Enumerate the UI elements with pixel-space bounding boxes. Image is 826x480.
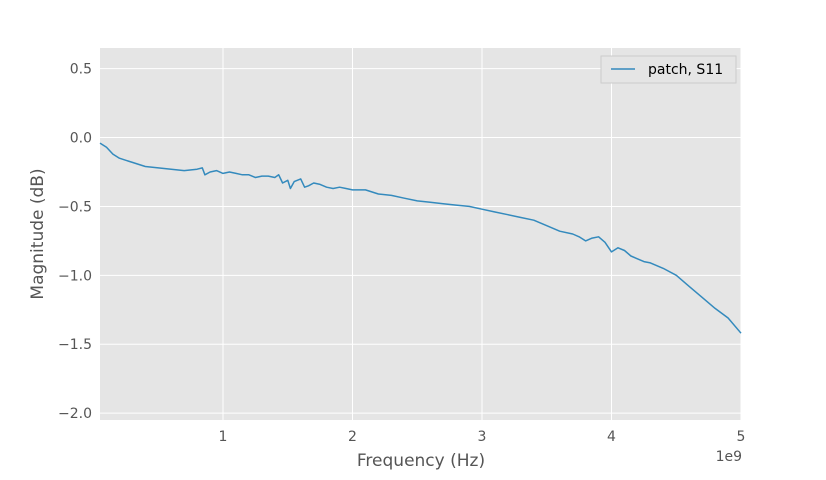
- series-layer: [99, 142, 742, 334]
- x-tick-label: 4: [607, 429, 616, 445]
- y-tick-label: 0.5: [70, 62, 92, 78]
- x-tick-label: 2: [348, 429, 357, 445]
- legend-label: patch, S11: [648, 62, 723, 78]
- y-tick-labels: 0.5 0.0 −0.5 −1.0 −1.5 −2.0: [58, 62, 92, 422]
- y-tick-label: −2.0: [58, 406, 92, 422]
- y-tick-label: −1.0: [58, 268, 92, 284]
- x-tick-label: 5: [737, 429, 746, 445]
- legend: patch, S11: [600, 55, 737, 84]
- y-tick-label: 0.0: [70, 131, 92, 147]
- x-axis-label: Frequency (Hz): [357, 451, 485, 471]
- y-axis-label: Magnitude (dB): [28, 168, 48, 299]
- x-axis-offset-label: 1e9: [716, 449, 742, 465]
- y-tick-label: −0.5: [58, 199, 92, 215]
- y-tick-label: −1.5: [58, 337, 92, 353]
- series-line: [99, 142, 742, 334]
- x-tick-label: 1: [219, 429, 228, 445]
- x-tick-label: 3: [478, 429, 487, 445]
- grid-lines: [100, 48, 742, 420]
- x-tick-labels: 1 2 3 4 5: [219, 429, 746, 445]
- plot-background: [100, 48, 741, 420]
